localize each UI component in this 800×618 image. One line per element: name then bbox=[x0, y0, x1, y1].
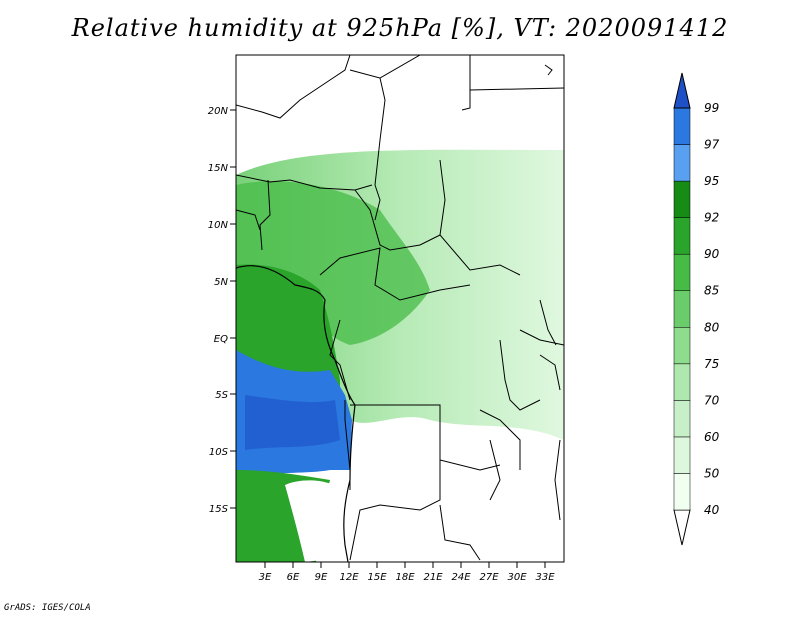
lat-label-15n: 15N bbox=[208, 163, 229, 174]
colorbar-segment bbox=[673, 107, 691, 145]
map-frame bbox=[235, 54, 565, 563]
humidity-field bbox=[236, 149, 564, 562]
colorbar-label: 90 bbox=[704, 247, 720, 261]
lon-label-24e: 24E bbox=[451, 572, 471, 583]
lon-label-27e: 27E bbox=[479, 572, 499, 583]
colorbar-segment bbox=[673, 473, 691, 511]
lon-axis: 3E 6E 9E 12E 15E 18E 21E 24E 27E 30E 33E bbox=[259, 562, 555, 583]
colorbar-label: 92 bbox=[704, 211, 719, 225]
ocean-blue-inner bbox=[245, 395, 340, 450]
colorbar-max-triangle bbox=[673, 72, 691, 109]
colorbar-label: 80 bbox=[704, 320, 720, 334]
lon-label-18e: 18E bbox=[395, 572, 415, 583]
lon-label-30e: 30E bbox=[507, 572, 527, 583]
colorbar-segment bbox=[673, 253, 691, 291]
ocean-dry-tongue bbox=[285, 480, 345, 562]
colorbar-min-triangle bbox=[673, 509, 691, 546]
lat-axis: 20N 15N 10N 5N EQ 5S 10S 15S bbox=[208, 106, 236, 515]
colorbar-segment bbox=[673, 436, 691, 474]
lon-label-9e: 9E bbox=[315, 572, 328, 583]
colorbar-segment bbox=[673, 363, 691, 401]
colorbar-segment bbox=[673, 144, 691, 182]
colorbar-labels: 40 50 60 70 75 80 85 90 92 95 97 99 bbox=[704, 101, 720, 517]
colorbar-label: 50 bbox=[704, 466, 720, 480]
lon-label-3e: 3E bbox=[259, 572, 272, 583]
colorbar-label: 99 bbox=[704, 101, 719, 115]
colorbar-label: 40 bbox=[704, 503, 720, 517]
colorbar-segment bbox=[673, 180, 691, 218]
lat-label-10s: 10S bbox=[209, 447, 229, 458]
colorbar-segment bbox=[673, 217, 691, 255]
lon-label-33e: 33E bbox=[535, 572, 555, 583]
colorbar-segment bbox=[673, 290, 691, 328]
lon-label-12e: 12E bbox=[339, 572, 359, 583]
colorbar-label: 97 bbox=[704, 138, 720, 152]
lon-label-15e: 15E bbox=[367, 572, 387, 583]
humid-core-region bbox=[236, 181, 430, 345]
colorbar-segment bbox=[673, 400, 691, 438]
colorbar: 40 50 60 70 75 80 85 90 92 95 97 99 bbox=[673, 72, 720, 546]
lon-label-21e: 21E bbox=[423, 572, 443, 583]
lat-label-15s: 15S bbox=[209, 504, 229, 515]
lat-label-5n: 5N bbox=[214, 277, 228, 288]
colorbar-label: 95 bbox=[704, 174, 719, 188]
lat-label-eq: EQ bbox=[214, 334, 228, 345]
credit-text: GrADS: IGES/COLA bbox=[4, 603, 91, 613]
colorbar-label: 75 bbox=[704, 357, 719, 371]
lat-label-10n: 10N bbox=[208, 220, 229, 231]
colorbar-label: 70 bbox=[704, 393, 720, 407]
chart-title: Relative humidity at 925hPa [%], VT: 202… bbox=[71, 14, 729, 42]
colorbar-label: 85 bbox=[704, 284, 719, 298]
colorbar-segment bbox=[673, 327, 691, 365]
lon-label-6e: 6E bbox=[287, 572, 300, 583]
lat-label-5s: 5S bbox=[215, 390, 228, 401]
lat-label-20n: 20N bbox=[208, 106, 229, 117]
colorbar-segments bbox=[673, 72, 691, 546]
coastline bbox=[236, 265, 356, 562]
colorbar-label: 60 bbox=[704, 430, 720, 444]
